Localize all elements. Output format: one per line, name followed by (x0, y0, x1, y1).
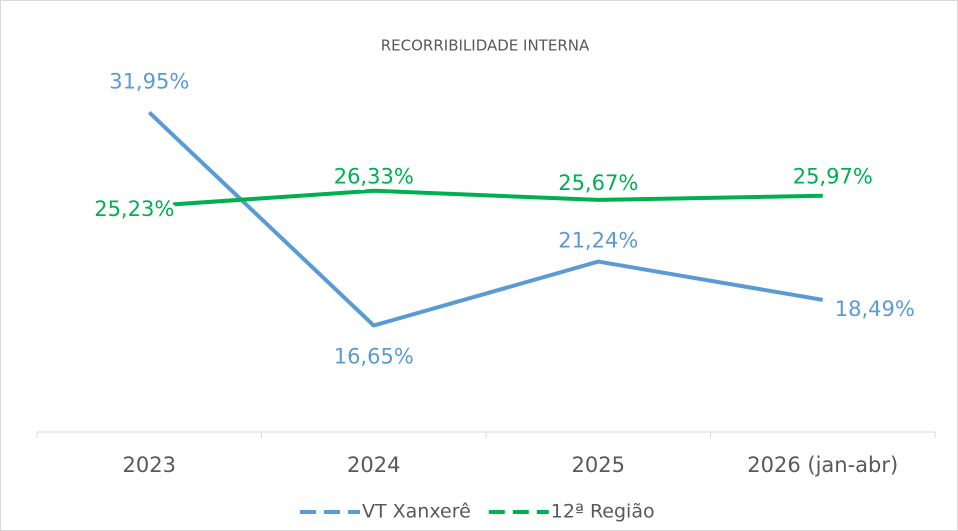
data-label: 31,95% (109, 69, 189, 93)
data-label: 25,23% (94, 197, 174, 221)
x-tick-label: 2026 (jan-abr) (747, 453, 898, 477)
data-label: 25,67% (558, 171, 638, 195)
data-label: 18,49% (835, 297, 915, 321)
x-tick-label: 2023 (123, 453, 176, 477)
line-series (147, 111, 824, 328)
data-label: 16,65% (334, 344, 414, 368)
x-tick-label: 2025 (572, 453, 625, 477)
legend-label: 12ª Região (551, 501, 655, 523)
chart-title: RECORRIBILIDADE INTERNA (381, 37, 590, 55)
x-tick-label: 2024 (347, 453, 400, 477)
data-label: 26,33% (334, 165, 414, 189)
legend-label: VT Xanxerê (362, 501, 471, 523)
data-label: 21,24% (558, 229, 638, 253)
line-series (149, 188, 823, 209)
data-label: 25,97% (793, 165, 873, 189)
